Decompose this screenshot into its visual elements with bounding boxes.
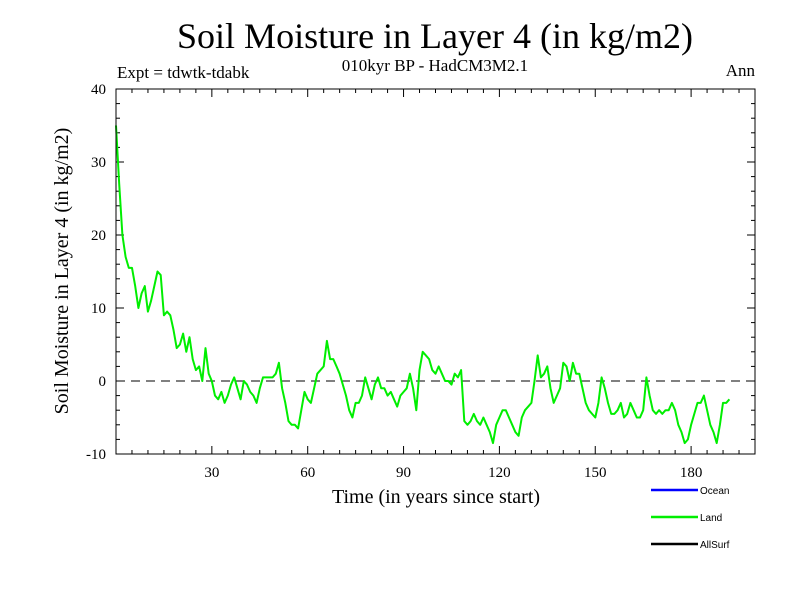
- legend-label: AllSurf: [700, 540, 730, 551]
- y-tick-label: 20: [91, 228, 106, 244]
- chart-subtitle: 010kyr BP - HadCM3M2.1: [342, 56, 528, 75]
- legend-label: Land: [700, 513, 722, 524]
- x-tick-labels: 30 60 90 120 150 180: [204, 465, 702, 481]
- y-tick-label: 30: [91, 155, 106, 171]
- legend: Ocean Land AllSurf: [651, 486, 730, 551]
- period-label: Ann: [726, 61, 756, 80]
- x-axis-label: Time (in years since start): [332, 486, 540, 508]
- y-tick-labels: -10 0 10 20 30 40: [86, 82, 106, 463]
- plot-frame: [115, 88, 756, 455]
- series-line-land: [115, 125, 731, 445]
- x-tick-label: 90: [396, 465, 411, 481]
- experiment-label: Expt = tdwtk-tdabk: [117, 63, 250, 82]
- x-tick-label: 60: [300, 465, 315, 481]
- y-tick-label: 40: [91, 82, 106, 98]
- y-tick-label: 10: [91, 301, 106, 317]
- y-tick-label: -10: [86, 447, 106, 463]
- x-tick-label: 150: [584, 465, 607, 481]
- x-tick-label: 180: [680, 465, 703, 481]
- chart-title: Soil Moisture in Layer 4 (in kg/m2): [177, 16, 693, 56]
- axis-ticks: [116, 89, 755, 454]
- x-tick-label: 120: [488, 465, 511, 481]
- legend-label: Ocean: [700, 486, 729, 497]
- y-tick-label: 0: [99, 374, 107, 390]
- x-tick-label: 30: [204, 465, 219, 481]
- y-axis-label: Soil Moisture in Layer 4 (in kg/m2): [51, 128, 73, 415]
